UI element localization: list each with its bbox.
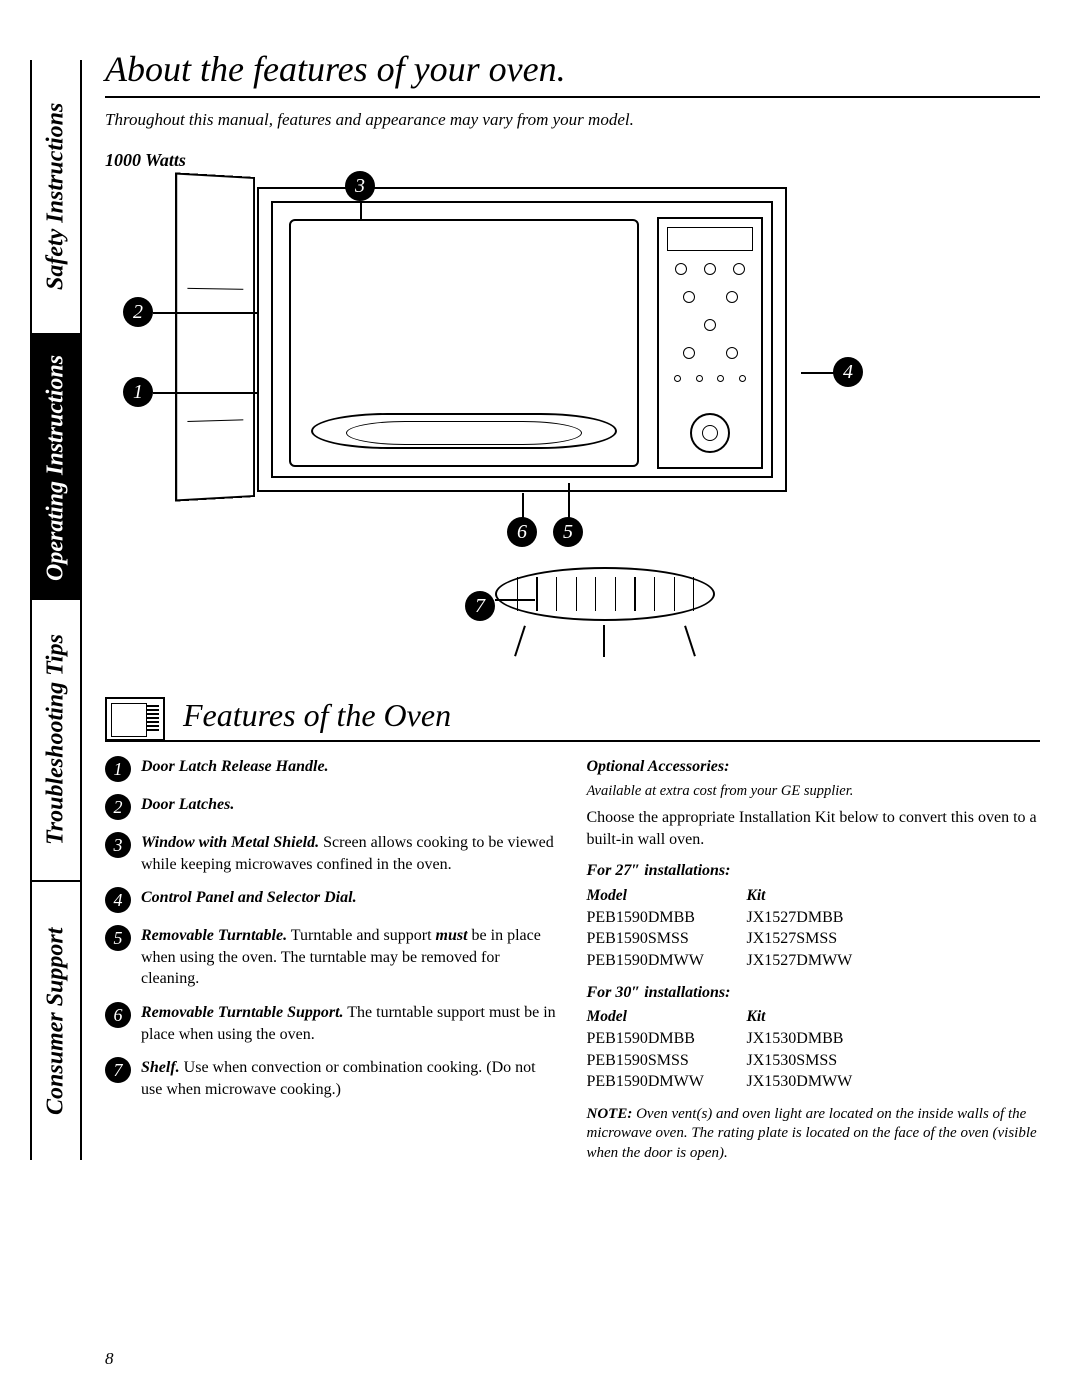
install-27-heading: For 27″ installations: — [587, 860, 1041, 882]
callout-4: 4 — [833, 357, 863, 387]
feature-label: Door Latch Release Handle. — [141, 758, 329, 775]
accessories-subtext: Available at extra cost from your GE sup… — [587, 782, 1041, 802]
page-number: 8 — [105, 1349, 114, 1369]
feature-item-7: 7 Shelf. Use when convection or combinat… — [105, 1057, 559, 1100]
callout-line — [522, 493, 524, 519]
callout-5: 5 — [553, 517, 583, 547]
callout-line — [153, 392, 257, 394]
cell-kit: JX1527DMBB — [747, 907, 844, 929]
feature-item-3: 3 Window with Metal Shield. Screen allow… — [105, 832, 559, 875]
tab-troubleshooting-tips: Troubleshooting Tips — [30, 600, 82, 880]
feature-text: Use when convection or combination cooki… — [141, 1059, 536, 1098]
table-row: PEB1590DMBBJX1527DMBB — [587, 907, 1041, 929]
accessories-column: Optional Accessories: Available at extra… — [587, 756, 1041, 1163]
intro-text: Throughout this manual, features and app… — [105, 110, 1040, 130]
features-header: Features of the Oven — [105, 697, 1040, 742]
cell-kit: JX1527SMSS — [747, 928, 838, 950]
oven-door-illustration — [175, 172, 255, 501]
col-kit: Kit — [747, 886, 766, 907]
page-title: About the features of your oven. — [105, 48, 1040, 98]
features-left-column: 1 Door Latch Release Handle. 2 Door Latc… — [105, 756, 559, 1163]
table-row: PEB1590DMBBJX1530DMBB — [587, 1028, 1041, 1050]
tab-operating-instructions: Operating Instructions — [30, 335, 82, 600]
callout-line — [495, 599, 535, 601]
control-panel-illustration — [657, 217, 763, 469]
table-header: Model Kit — [587, 1007, 1041, 1028]
feature-number: 3 — [105, 832, 131, 858]
side-tab-column: Safety Instructions Operating Instructio… — [30, 60, 82, 1337]
oven-diagram-area: 1 2 3 4 5 6 7 — [105, 177, 1040, 697]
callout-3: 3 — [345, 171, 375, 201]
feature-item-5: 5 Removable Turntable. Turntable and sup… — [105, 925, 559, 990]
oven-body-illustration — [257, 187, 787, 492]
page-content: About the features of your oven. Through… — [105, 48, 1040, 1357]
oven-diagram — [175, 177, 815, 517]
feature-item-2: 2 Door Latches. — [105, 794, 559, 820]
microwave-icon — [105, 697, 165, 741]
rack-illustration — [495, 567, 715, 657]
cell-kit: JX1530DMBB — [747, 1028, 844, 1050]
table-row: PEB1590DMWWJX1527DMWW — [587, 950, 1041, 972]
note-label: NOTE: — [587, 1106, 633, 1122]
feature-label: Removable Turntable Support. — [141, 1004, 344, 1021]
cell-model: PEB1590DMBB — [587, 907, 747, 929]
col-model: Model — [587, 1007, 747, 1028]
col-kit: Kit — [747, 1007, 766, 1028]
cell-model: PEB1590DMWW — [587, 950, 747, 972]
table-row: PEB1590DMWWJX1530DMWW — [587, 1071, 1041, 1093]
table-header: Model Kit — [587, 886, 1041, 907]
accessories-desc: Choose the appropriate Installation Kit … — [587, 807, 1041, 850]
table-row: PEB1590SMSSJX1527SMSS — [587, 928, 1041, 950]
callout-line — [153, 312, 257, 314]
callout-line — [360, 201, 362, 221]
callout-line — [568, 483, 570, 519]
features-body: 1 Door Latch Release Handle. 2 Door Latc… — [105, 756, 1040, 1163]
callout-2: 2 — [123, 297, 153, 327]
note-text: NOTE: Oven vent(s) and oven light are lo… — [587, 1105, 1041, 1164]
cell-model: PEB1590SMSS — [587, 1050, 747, 1072]
cell-kit: JX1527DMWW — [747, 950, 853, 972]
callout-7: 7 — [465, 591, 495, 621]
col-model: Model — [587, 886, 747, 907]
feature-number: 2 — [105, 794, 131, 820]
callout-line — [801, 372, 835, 374]
feature-item-6: 6 Removable Turntable Support. The turnt… — [105, 1002, 559, 1045]
feature-item-4: 4 Control Panel and Selector Dial. — [105, 887, 559, 913]
feature-number: 1 — [105, 756, 131, 782]
feature-number: 6 — [105, 1002, 131, 1028]
feature-label: Shelf. — [141, 1059, 180, 1076]
tab-consumer-support: Consumer Support — [30, 880, 82, 1160]
feature-number: 7 — [105, 1057, 131, 1083]
feature-label: Control Panel and Selector Dial. — [141, 889, 357, 906]
tab-safety-instructions: Safety Instructions — [30, 60, 82, 335]
note-body: Oven vent(s) and oven light are located … — [587, 1106, 1037, 1161]
cell-kit: JX1530SMSS — [747, 1050, 838, 1072]
feature-text: Turntable and support — [287, 927, 435, 944]
feature-number: 4 — [105, 887, 131, 913]
cell-kit: JX1530DMWW — [747, 1071, 853, 1093]
cell-model: PEB1590SMSS — [587, 928, 747, 950]
wattage-label: 1000 Watts — [105, 150, 1040, 171]
features-heading: Features of the Oven — [183, 697, 451, 734]
install-30-heading: For 30″ installations: — [587, 982, 1041, 1004]
callout-6: 6 — [507, 517, 537, 547]
feature-emphasis: must — [436, 927, 468, 944]
feature-number: 5 — [105, 925, 131, 951]
feature-item-1: 1 Door Latch Release Handle. — [105, 756, 559, 782]
feature-label: Removable Turntable. — [141, 927, 287, 944]
cell-model: PEB1590DMBB — [587, 1028, 747, 1050]
feature-label: Door Latches. — [141, 796, 234, 813]
cell-model: PEB1590DMWW — [587, 1071, 747, 1093]
feature-label: Window with Metal Shield. — [141, 834, 319, 851]
oven-window-illustration — [289, 219, 639, 467]
callout-1: 1 — [123, 377, 153, 407]
table-row: PEB1590SMSSJX1530SMSS — [587, 1050, 1041, 1072]
accessories-heading: Optional Accessories: — [587, 756, 1041, 778]
